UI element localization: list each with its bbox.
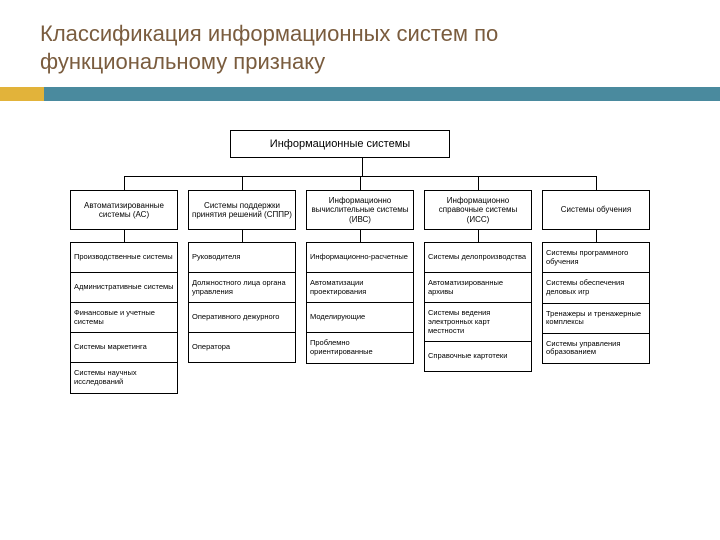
category-column: Информационно справочные системы (ИСС) Си… (424, 190, 532, 372)
leaf-node: Автоматизирован­ные архивы (425, 272, 531, 302)
category-header: Автоматизиро­ванные системы (АС) (70, 190, 178, 230)
leaf-node: Автоматизации проектирования (307, 272, 413, 302)
leaf-node: Финансовые и учетные системы (71, 302, 177, 332)
leaf-node: Руководителя (189, 242, 295, 272)
connector-gap (596, 230, 597, 242)
category-header: Информационно справочные системы (ИСС) (424, 190, 532, 230)
leaf-node: Системы обеспече­ния деловых игр (543, 272, 649, 302)
connector-drop (596, 176, 597, 190)
connector-gap (478, 230, 479, 242)
leaf-node: Информационно-расчетные (307, 242, 413, 272)
connector-trunk (362, 158, 363, 176)
connector-drop (478, 176, 479, 190)
leaf-stack: Производственные системыАдминистративные… (70, 242, 178, 394)
connector-drop (124, 176, 125, 190)
leaf-node: Системы управле­ния образованием (543, 333, 649, 363)
category-header: Информационно вычислительные системы (ИВ… (306, 190, 414, 230)
category-header: Системы поддержки принятия решений (СППР… (188, 190, 296, 230)
leaf-node: Моделирующие (307, 302, 413, 332)
leaf-node: Тренажеры и тренажерные комплексы (543, 303, 649, 333)
leaf-stack: Системы делопроизводстваАвтоматизирован­… (424, 242, 532, 372)
leaf-node: Административные системы (71, 272, 177, 302)
connector-drop (242, 176, 243, 190)
leaf-node: Проблемно ориентированные (307, 332, 413, 362)
accent-bar (0, 87, 720, 101)
accent-gold (0, 87, 44, 101)
category-column: Системы обучения Системы програм­много об… (542, 190, 650, 364)
connector-gap (242, 230, 243, 242)
leaf-node: Справочные картотеки (425, 341, 531, 371)
root-node: Информационные системы (230, 130, 450, 158)
category-column: Системы поддержки принятия решений (СППР… (188, 190, 296, 363)
category-header: Системы обучения (542, 190, 650, 230)
leaf-node: Должностного лица органа управления (189, 272, 295, 302)
diagram: Информационные системы Автоматизиро­ванн… (70, 130, 650, 500)
leaf-stack: Системы програм­много обученияСистемы об… (542, 242, 650, 364)
accent-teal (44, 87, 720, 101)
slide-title: Классификация информационных систем по ф… (0, 0, 720, 87)
category-column: Информационно вычислительные системы (ИВ… (306, 190, 414, 364)
category-column: Автоматизиро­ванные системы (АС) Производ… (70, 190, 178, 394)
leaf-node: Производственные системы (71, 242, 177, 272)
leaf-stack: РуководителяДолжностного лица органа упр… (188, 242, 296, 363)
leaf-node: Оперативного дежурного (189, 302, 295, 332)
connector-gap (124, 230, 125, 242)
connector-drop (360, 176, 361, 190)
leaf-stack: Информационно-расчетныеАвтоматизации про… (306, 242, 414, 364)
leaf-node: Системы делопроизводства (425, 242, 531, 272)
leaf-node: Системы научных исследований (71, 362, 177, 392)
leaf-node: Системы програм­много обучения (543, 242, 649, 272)
leaf-node: Системы маркетинга (71, 332, 177, 362)
connector-gap (360, 230, 361, 242)
leaf-node: Системы ведения электронных карт местнос… (425, 302, 531, 341)
leaf-node: Оператора (189, 332, 295, 362)
